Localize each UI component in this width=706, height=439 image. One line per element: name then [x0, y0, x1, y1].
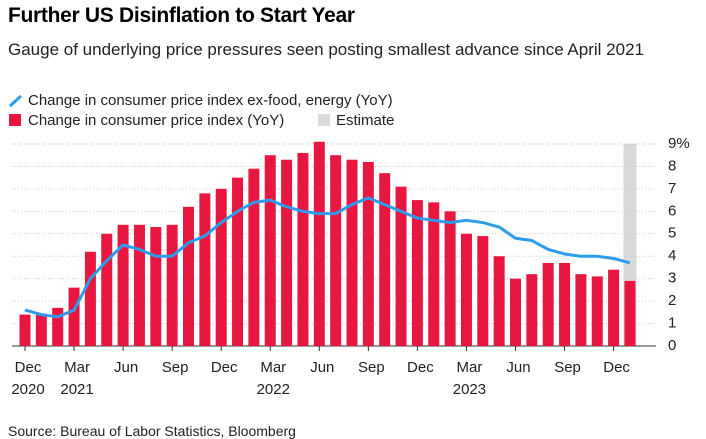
bar: [52, 307, 64, 346]
source: Source: Bureau of Labor Statistics, Bloo…: [8, 423, 296, 439]
bar: [444, 211, 456, 346]
y-tick-label: 2: [668, 292, 676, 309]
chart: 0 1 2 3 4 5 6 7 8 9% Dec 2020 Mar 2021 Jun Sep Dec Mar 202…: [8, 92, 690, 398]
bar: [183, 206, 194, 346]
bar: [199, 193, 211, 346]
bar: [248, 168, 260, 346]
legend-label: Change in consumer price index ex-food, …: [28, 92, 393, 109]
y-tick-label: 9%: [668, 135, 690, 152]
bar: [559, 262, 571, 346]
x-tick-label: Mar 2022: [257, 359, 290, 398]
bar: [150, 227, 162, 346]
y-tick-label: 3: [668, 270, 676, 287]
bar: [379, 173, 391, 346]
bar: [330, 155, 342, 346]
bar: [591, 276, 603, 346]
bar: [297, 152, 309, 346]
x-tick-label: Jun: [506, 359, 530, 376]
bar: [575, 274, 587, 346]
chart-title: Further US Disinflation to Start Year: [8, 4, 355, 27]
bar: [608, 269, 620, 346]
bar: [264, 155, 276, 346]
bar: [313, 141, 325, 346]
legend-swatch: [9, 114, 21, 126]
x-tick-label: Jun: [114, 359, 138, 376]
x-tick-label: Mar 2023: [453, 359, 486, 398]
legend-line: [8, 94, 23, 108]
x-tick-label: Dec: [211, 359, 238, 376]
bar: [526, 274, 538, 346]
bar: [133, 224, 145, 346]
chart-subtitle: Gauge of underlying price pressures seen…: [8, 40, 644, 59]
bar: [460, 233, 472, 346]
x-tick-label: Jun: [310, 359, 334, 376]
bar: [395, 186, 407, 346]
bar: [542, 262, 554, 346]
bar: [510, 278, 521, 346]
x-tick-label: Sep: [162, 359, 189, 376]
bar: [493, 256, 505, 346]
bar: [477, 236, 489, 346]
bar: [19, 314, 31, 346]
y-tick-label: 8: [668, 157, 676, 174]
bar: [68, 287, 80, 346]
bar: [624, 280, 636, 346]
x-tick-label: Mar 2021: [60, 359, 93, 398]
legend-swatch: [318, 114, 330, 126]
x-tick-label: Dec 2020: [11, 359, 44, 398]
bar: [215, 188, 227, 346]
line: [24, 196, 631, 319]
y-tick-label: 4: [668, 247, 676, 264]
x-tick-label: Sep: [358, 359, 385, 376]
bar: [166, 224, 178, 346]
bar: [428, 202, 440, 346]
bar: [411, 200, 423, 346]
y-tick-label: 1: [668, 315, 676, 332]
bar: [281, 159, 293, 346]
y-tick-label: 6: [668, 202, 676, 219]
x-tick-label: Sep: [554, 359, 581, 376]
legend-label: Estimate: [336, 112, 394, 129]
y-tick-label: 5: [668, 225, 676, 242]
bar: [35, 314, 47, 346]
bar: [101, 233, 113, 346]
x-tick-label: Dec: [603, 359, 630, 376]
bar: [117, 224, 129, 346]
bar: [84, 251, 96, 346]
legend-label: Change in consumer price index (YoY): [28, 112, 284, 129]
y-tick-label: 7: [668, 180, 676, 197]
bar: [232, 177, 244, 346]
y-tick-label: 0: [668, 337, 676, 354]
bar: [346, 159, 358, 346]
x-tick-label: Dec: [407, 359, 434, 376]
bar: [362, 161, 374, 346]
